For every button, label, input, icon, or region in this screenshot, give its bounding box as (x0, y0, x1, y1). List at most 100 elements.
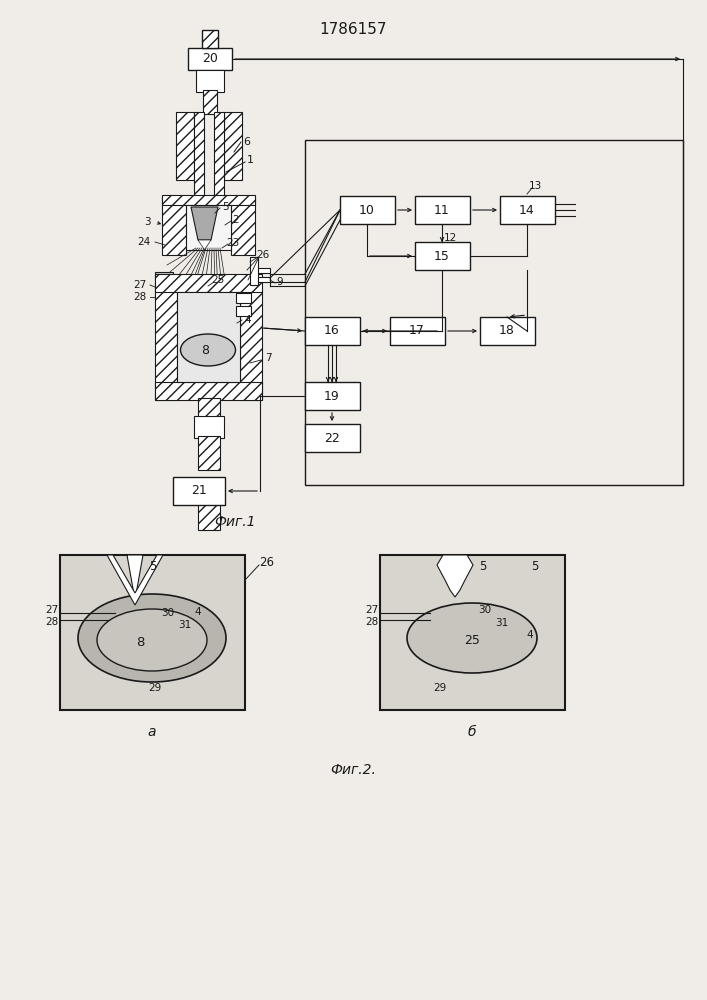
Text: 4: 4 (245, 315, 251, 325)
Text: 10: 10 (359, 204, 375, 217)
Text: 25: 25 (211, 275, 225, 285)
Text: 13: 13 (528, 181, 542, 191)
Text: 27: 27 (45, 605, 58, 615)
Ellipse shape (407, 603, 537, 673)
Text: 15: 15 (434, 249, 450, 262)
Text: 8: 8 (136, 636, 144, 648)
Bar (173, 477, 225, 505)
Text: 2: 2 (233, 215, 239, 225)
Bar (236, 306, 251, 316)
Bar (305, 424, 360, 452)
Text: 26: 26 (259, 556, 274, 570)
Bar (258, 277, 270, 282)
Text: 1786157: 1786157 (320, 22, 387, 37)
Bar (480, 317, 535, 345)
Text: 28: 28 (45, 617, 58, 627)
Text: 21: 21 (191, 485, 207, 497)
Bar (214, 112, 224, 200)
Text: 18: 18 (499, 324, 515, 338)
Bar (340, 196, 395, 224)
Bar (198, 398, 220, 418)
Text: 1: 1 (247, 155, 254, 165)
Bar (177, 292, 240, 382)
Text: 27: 27 (134, 280, 147, 290)
Bar (415, 196, 470, 224)
Polygon shape (105, 555, 165, 600)
Text: 17: 17 (409, 324, 425, 338)
Text: 3: 3 (144, 217, 151, 227)
Polygon shape (107, 555, 163, 605)
Text: 12: 12 (443, 233, 457, 243)
Ellipse shape (97, 609, 207, 671)
Text: а: а (148, 725, 156, 739)
Text: 28: 28 (134, 292, 147, 302)
Text: 29: 29 (148, 683, 162, 693)
Bar (415, 242, 470, 270)
Text: 23: 23 (226, 238, 240, 248)
Bar (196, 70, 224, 92)
Bar (194, 112, 204, 200)
Bar (162, 195, 255, 205)
Bar (176, 112, 194, 180)
Bar (202, 30, 218, 48)
Text: 24: 24 (136, 237, 150, 247)
Text: 4: 4 (527, 630, 533, 640)
Bar (155, 382, 262, 400)
Text: 25: 25 (464, 634, 480, 647)
Text: 7: 7 (264, 353, 271, 363)
Text: 22: 22 (324, 432, 340, 444)
Bar (250, 257, 258, 285)
Bar (258, 268, 270, 273)
Bar (203, 90, 217, 114)
Text: 11: 11 (434, 204, 450, 217)
Text: 28: 28 (365, 617, 378, 627)
Text: 19: 19 (324, 389, 340, 402)
Bar (305, 140, 683, 485)
Bar (231, 197, 255, 255)
Text: 5: 5 (532, 560, 539, 574)
Text: 4: 4 (194, 607, 201, 617)
Bar (162, 197, 186, 255)
Text: б: б (468, 725, 477, 739)
Bar (198, 436, 220, 470)
Bar (198, 502, 220, 530)
Text: Фиг.1: Фиг.1 (214, 515, 256, 529)
Text: 29: 29 (433, 683, 447, 693)
Text: 20: 20 (202, 52, 218, 66)
Bar (240, 290, 262, 400)
Bar (500, 196, 555, 224)
Polygon shape (437, 555, 473, 597)
Bar (236, 293, 251, 303)
Bar (390, 317, 445, 345)
Text: 31: 31 (496, 618, 508, 628)
Text: 5: 5 (149, 560, 157, 574)
Polygon shape (191, 207, 218, 240)
Text: 9: 9 (276, 277, 284, 287)
Text: 27: 27 (365, 605, 378, 615)
Ellipse shape (180, 334, 235, 366)
Text: Фиг.2.: Фиг.2. (330, 763, 376, 777)
Text: 30: 30 (479, 605, 491, 615)
Bar (194, 416, 224, 438)
Text: 26: 26 (257, 250, 269, 260)
Text: 5: 5 (222, 202, 228, 212)
Bar (305, 317, 360, 345)
Text: 30: 30 (161, 608, 175, 618)
Text: 14: 14 (519, 204, 535, 217)
Bar (155, 272, 173, 300)
Bar (224, 112, 242, 180)
Bar (155, 274, 262, 292)
Text: 6: 6 (243, 137, 250, 147)
Text: 16: 16 (324, 324, 340, 338)
Polygon shape (198, 240, 211, 249)
Ellipse shape (78, 594, 226, 682)
Bar (380, 555, 565, 710)
Text: 8: 8 (201, 344, 209, 357)
Text: 31: 31 (178, 620, 192, 630)
Bar (155, 290, 177, 400)
Bar (188, 48, 232, 70)
Text: 5: 5 (479, 560, 486, 574)
Bar (186, 205, 231, 250)
Bar (60, 555, 245, 710)
Bar (305, 382, 360, 410)
